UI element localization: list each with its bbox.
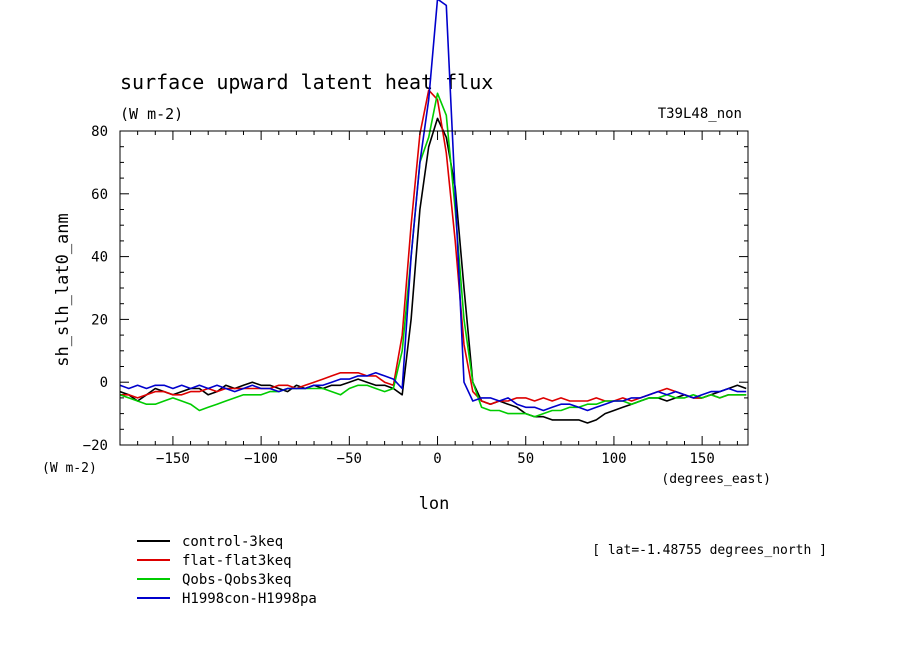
x-units-label: (degrees_east) — [661, 472, 771, 487]
chart-title: surface upward latent heat flux — [120, 70, 493, 94]
legend-label-0: control-3keq — [182, 534, 283, 550]
series-line-1 — [120, 89, 747, 406]
tick-layer: −150 −100 −50 0 50 100 150 −20 0 20 40 60 80 — [83, 124, 748, 467]
series-line-2 — [120, 92, 747, 418]
y-tick-label: 80 — [91, 124, 108, 140]
x-tick-label: 100 — [601, 451, 626, 467]
x-tick-label: 0 — [433, 451, 441, 467]
x-tick-label: 50 — [517, 451, 534, 467]
series-line-0 — [120, 117, 747, 424]
x-tick-label: −50 — [337, 451, 362, 467]
x-tick-label: 150 — [689, 451, 714, 467]
y-tick-label: 0 — [100, 375, 108, 391]
legend-label-1: flat-flat3keq — [182, 553, 292, 569]
y-tick-label: −20 — [83, 438, 108, 454]
units-left-label: (W m-2) — [42, 461, 97, 476]
x-axis-label: lon — [419, 494, 450, 514]
x-tick-label: −100 — [244, 451, 278, 467]
series-line-3 — [120, 0, 747, 412]
y-tick-label: 40 — [91, 250, 108, 266]
series-layer — [120, 0, 747, 424]
y-tick-label: 60 — [91, 187, 108, 203]
units-top-label: (W m-2) — [120, 105, 183, 123]
y-axis-label: sh_slh_lat0_anm — [53, 213, 73, 367]
experiment-label: T39L48_non — [658, 106, 742, 122]
latitude-note: [ lat=-1.48755 degrees_north ] — [592, 543, 827, 558]
y-tick-label: 20 — [91, 312, 108, 328]
x-tick-label: −150 — [156, 451, 190, 467]
legend: control-3keq flat-flat3keq Qobs-Qobs3keq H1… — [137, 534, 317, 607]
legend-label-3: H1998con-H1998pa — [182, 591, 317, 607]
legend-label-2: Qobs-Qobs3keq — [182, 572, 292, 588]
